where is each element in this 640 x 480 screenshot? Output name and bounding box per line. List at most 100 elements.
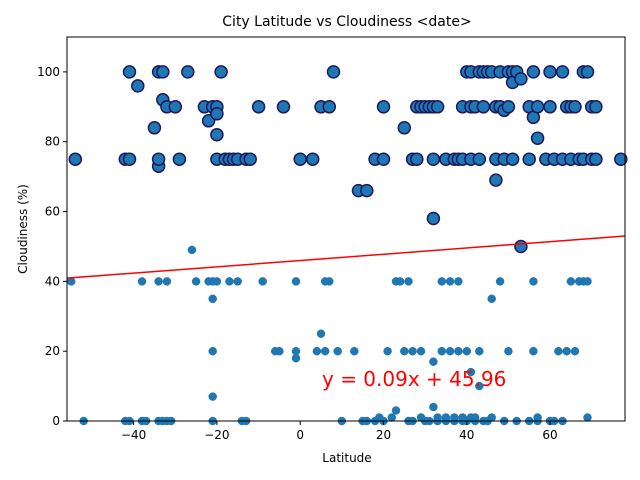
data-point xyxy=(326,65,341,79)
data-point xyxy=(462,346,472,356)
data-point xyxy=(476,100,491,114)
x-tick-label: 60 xyxy=(542,428,557,442)
data-point xyxy=(243,152,257,166)
data-point xyxy=(320,346,330,356)
data-point xyxy=(470,413,480,422)
data-point xyxy=(400,346,409,356)
data-point xyxy=(162,277,172,286)
data-point xyxy=(325,277,334,286)
x-tick-label: 40 xyxy=(459,428,474,442)
data-point xyxy=(322,100,337,114)
data-point xyxy=(147,121,162,135)
data-point xyxy=(312,346,322,356)
data-point xyxy=(212,277,222,286)
data-point xyxy=(445,346,455,356)
data-point xyxy=(208,392,217,401)
data-point xyxy=(614,152,628,166)
data-point xyxy=(391,406,401,415)
x-tick-label: 0 xyxy=(296,428,304,442)
data-point xyxy=(487,294,496,304)
data-point xyxy=(437,346,447,356)
data-point xyxy=(566,277,576,286)
data-point xyxy=(293,152,307,166)
data-point xyxy=(522,152,536,166)
data-point xyxy=(583,413,592,422)
data-point xyxy=(543,65,557,79)
y-tick-label: 20 xyxy=(45,344,60,358)
data-point xyxy=(554,346,563,356)
data-point xyxy=(529,277,538,286)
x-tick-label: −40 xyxy=(121,428,146,442)
data-point xyxy=(350,346,359,356)
chart-title: City Latitude vs Cloudiness <date> xyxy=(222,14,471,30)
data-point xyxy=(397,121,412,135)
data-point xyxy=(466,367,476,377)
data-point xyxy=(181,65,195,79)
data-point xyxy=(504,346,513,356)
data-point xyxy=(514,239,528,254)
data-point xyxy=(333,346,342,356)
data-point xyxy=(570,346,580,356)
data-point xyxy=(214,65,228,79)
data-point xyxy=(151,152,166,166)
data-point xyxy=(454,277,463,286)
data-point xyxy=(210,127,224,142)
data-point xyxy=(376,152,391,166)
data-point xyxy=(258,277,267,286)
data-point xyxy=(172,152,187,166)
data-point xyxy=(291,277,301,286)
data-point xyxy=(562,346,571,356)
x-axis-label: Latitude xyxy=(322,451,371,465)
data-point xyxy=(589,100,603,114)
data-point xyxy=(429,357,438,366)
data-point xyxy=(505,152,520,166)
data-point xyxy=(275,346,284,356)
data-point xyxy=(208,294,217,304)
data-point xyxy=(408,346,417,356)
data-point xyxy=(305,152,320,166)
x-tick-label: −20 xyxy=(204,428,229,442)
data-point xyxy=(410,152,424,166)
data-point xyxy=(430,100,445,114)
data-point xyxy=(580,65,595,79)
y-tick-label: 0 xyxy=(52,414,60,428)
data-point xyxy=(543,100,557,114)
y-tick-label: 60 xyxy=(45,205,60,219)
y-axis-label: Cloudiness (%) xyxy=(16,184,30,274)
data-point xyxy=(526,65,541,79)
data-point xyxy=(433,413,442,422)
data-point xyxy=(426,152,441,166)
data-point xyxy=(376,100,391,114)
data-point xyxy=(450,413,459,422)
data-point xyxy=(168,100,183,114)
data-point xyxy=(251,100,266,114)
axes-frame xyxy=(66,36,626,422)
data-point xyxy=(122,152,137,166)
x-axis-ticks: −40 −20 0 20 40 60 xyxy=(121,421,558,442)
y-axis-ticks: 0 20 40 60 80 100 xyxy=(37,65,67,428)
data-point xyxy=(137,277,147,286)
data-point xyxy=(154,277,163,286)
data-point xyxy=(122,65,137,79)
y-tick-label: 40 xyxy=(45,274,60,288)
data-point xyxy=(445,277,455,286)
data-point xyxy=(589,152,603,166)
data-point xyxy=(131,79,145,93)
data-point xyxy=(429,402,438,412)
data-point xyxy=(426,211,441,226)
data-point xyxy=(514,72,528,86)
data-point xyxy=(316,329,326,338)
y-tick-label: 80 xyxy=(45,135,60,149)
data-point xyxy=(383,346,392,356)
data-point xyxy=(233,277,242,286)
x-tick-label: 20 xyxy=(376,428,391,442)
data-point xyxy=(529,346,538,356)
data-point xyxy=(291,353,301,363)
data-point xyxy=(395,277,405,286)
data-point xyxy=(437,277,447,286)
data-point xyxy=(501,100,516,114)
data-point xyxy=(210,107,224,121)
data-point xyxy=(387,413,397,422)
